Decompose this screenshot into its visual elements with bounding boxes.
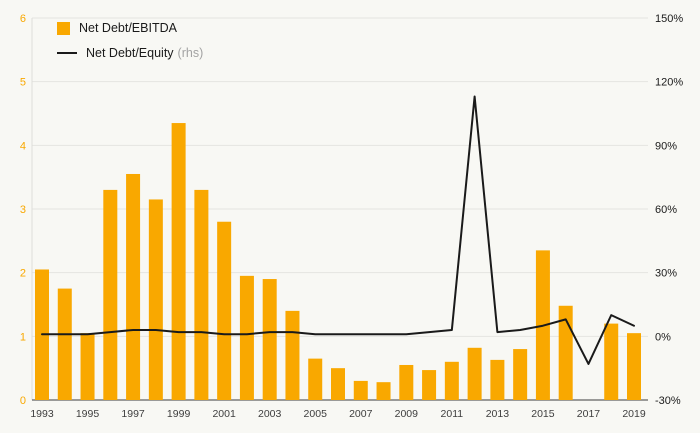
left-axis-tick-label: 1 — [20, 331, 26, 343]
bar-2014 — [513, 349, 528, 400]
legend-label-net-debt-ebitda: Net Debt/EBITDA — [79, 21, 177, 35]
bar-1994 — [57, 288, 72, 400]
bar-2010 — [422, 370, 437, 400]
x-axis-tick-label: 1995 — [76, 408, 100, 420]
left-axis-tick-label: 0 — [20, 395, 26, 407]
bar-1995 — [80, 333, 95, 400]
bar-1996 — [103, 189, 118, 400]
x-axis-tick-label: 2011 — [441, 408, 464, 420]
legend-rhs-note: (rhs) — [177, 46, 204, 60]
x-axis-tick-label: 2017 — [577, 408, 601, 420]
left-axis-tick-label: 3 — [20, 204, 26, 216]
bar-2007 — [353, 380, 368, 400]
x-axis-tick-label: 1997 — [121, 408, 145, 420]
right-axis-tick-label: 60% — [655, 204, 677, 216]
left-axis-tick-label: 4 — [20, 140, 26, 152]
bar-2009 — [399, 364, 414, 400]
legend: Net Debt/EBITDA Net Debt/Equity (rhs) — [57, 21, 203, 71]
bar-2001 — [217, 221, 232, 400]
bar-2011 — [444, 361, 459, 400]
bar-2012 — [467, 347, 482, 400]
right-axis-tick-label: 90% — [655, 140, 677, 152]
legend-item-net-debt-equity: Net Debt/Equity (rhs) — [57, 46, 203, 60]
x-axis-tick-label: 2013 — [486, 408, 510, 420]
right-axis-tick-label: 150% — [655, 13, 683, 25]
bar-2008 — [376, 382, 391, 400]
bar-2005 — [308, 358, 323, 400]
x-axis-tick-label: 2007 — [349, 408, 373, 420]
bar-swatch-icon — [57, 21, 70, 35]
x-axis-tick-label: 2003 — [258, 408, 282, 420]
x-axis-tick-label: 2009 — [395, 408, 419, 420]
bar-2006 — [331, 368, 345, 400]
bar-1998 — [148, 199, 163, 400]
left-axis-tick-label: 5 — [20, 77, 26, 89]
bar-2016 — [558, 305, 573, 400]
right-axis-tick-label: -30% — [655, 395, 681, 407]
line-swatch-icon — [57, 52, 77, 54]
bar-2004 — [285, 310, 300, 400]
x-axis-tick-label: 2005 — [304, 408, 328, 420]
net-debt-equity-line — [41, 95, 635, 365]
bar-1999 — [171, 123, 186, 401]
right-axis-tick-label: 0% — [655, 331, 671, 343]
bar-2000 — [194, 189, 209, 400]
bar-1997 — [126, 173, 141, 400]
bar-2003 — [262, 279, 277, 400]
left-axis-tick-label: 2 — [20, 268, 26, 280]
right-axis-tick-label: 120% — [655, 77, 683, 89]
x-axis-tick-label: 2019 — [622, 408, 646, 420]
x-axis-tick-label: 1993 — [30, 408, 54, 420]
bar-2002 — [239, 275, 254, 400]
x-axis-tick-label: 1999 — [167, 408, 191, 420]
legend-item-net-debt-ebitda: Net Debt/EBITDA — [57, 21, 203, 35]
legend-label-net-debt-equity: Net Debt/Equity — [86, 46, 174, 60]
bar-2019 — [627, 333, 641, 400]
bar-2018 — [604, 323, 619, 400]
bar-2013 — [490, 359, 505, 400]
x-axis-tick-label: 2015 — [531, 408, 555, 420]
x-axis-tick-label: 2001 — [212, 408, 236, 420]
left-axis-tick-label: 6 — [20, 13, 26, 25]
right-axis-tick-label: 30% — [655, 268, 677, 280]
